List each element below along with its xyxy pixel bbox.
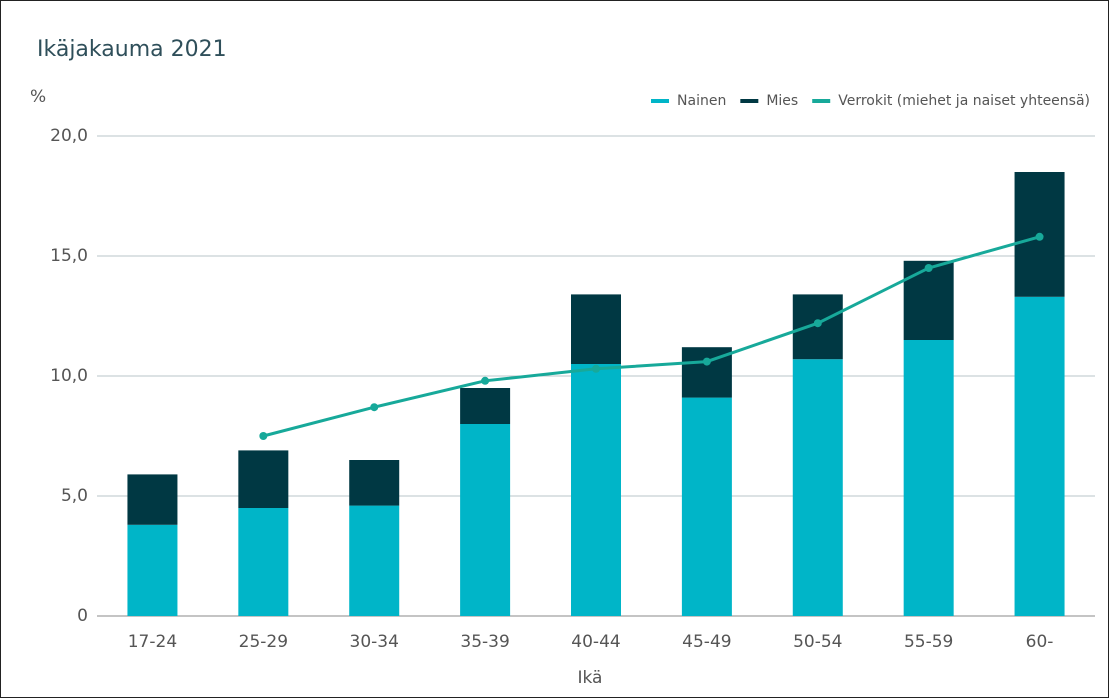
line-point [370, 403, 379, 412]
legend-label: Verrokit (miehet ja naiset yhteensä) [838, 93, 1090, 109]
line [262, 235, 1040, 438]
legend-swatch [651, 99, 670, 103]
bar-segment [903, 260, 954, 340]
bar-segment [238, 450, 289, 508]
x-tick-label: 30-34 [350, 632, 399, 652]
chart-title: Ikäjakauma 2021 [37, 37, 227, 62]
x-tick-label: 40-44 [571, 632, 620, 652]
y-tick-label: 20,0 [50, 126, 88, 146]
legend-label: Mies [766, 93, 798, 109]
bar-segment [127, 524, 178, 616]
bar-segment [792, 359, 843, 616]
legend-swatch [812, 99, 831, 103]
bar-segment [903, 340, 954, 616]
line-point [592, 364, 600, 373]
y-tick-label: 15,0 [50, 246, 88, 266]
line-point [924, 264, 933, 272]
x-axis-label: Ikä [578, 668, 603, 688]
y-axis-label: % [30, 87, 46, 107]
x-tick-label: 17-24 [128, 632, 177, 652]
line-point [702, 357, 711, 366]
x-tick-label: 45-49 [682, 632, 731, 652]
x-tick-label: 55-59 [904, 632, 953, 652]
bar-segment [460, 388, 511, 424]
bar-segment [127, 474, 178, 525]
x-tick-label: 50-54 [793, 632, 842, 652]
bar-segment [460, 424, 511, 616]
y-tick-label: 0 [77, 606, 88, 626]
bar-segment [571, 364, 621, 616]
line-point [813, 319, 822, 328]
bar-segment [349, 505, 400, 616]
x-tick-label: 25-29 [239, 632, 288, 652]
bar-segment [349, 460, 400, 506]
bar-segment [1014, 296, 1065, 616]
bar-segment [571, 294, 621, 364]
line-point [259, 432, 268, 440]
x-tick-label: 60- [1026, 632, 1054, 652]
bar-segment [238, 508, 289, 616]
line-point [481, 376, 490, 385]
legend-label: Nainen [677, 93, 726, 109]
legend: Verrokit (miehet ja naiset yhteensä) Mies… [651, 93, 1090, 109]
line-point [1035, 232, 1044, 241]
bar-segment [681, 397, 732, 616]
y-tick-label: 10,0 [50, 366, 88, 386]
y-tick-label: 5,0 [61, 486, 88, 506]
x-tick-label: 35-39 [460, 632, 509, 652]
legend-swatch [740, 99, 759, 103]
